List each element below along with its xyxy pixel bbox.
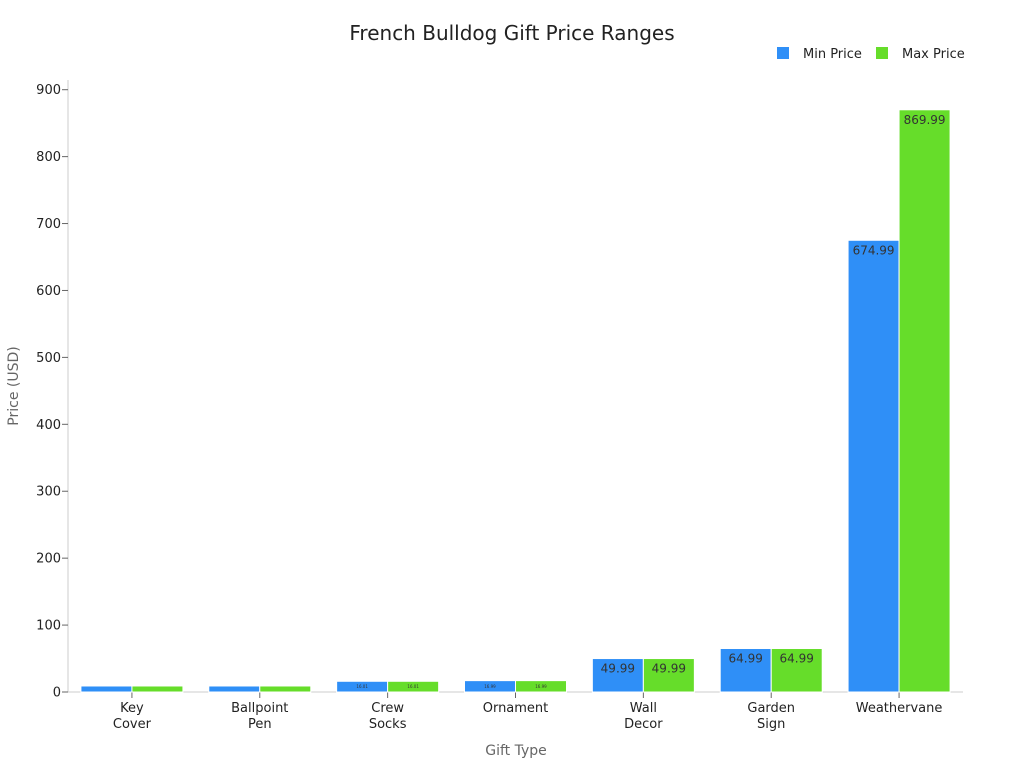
bar-value-label: 64.99 — [729, 652, 763, 666]
bar-max-price — [131, 685, 184, 693]
bar-max-price — [898, 109, 951, 693]
y-tick-label: 200 — [36, 552, 61, 567]
y-tick-label: 800 — [36, 150, 61, 165]
x-tick-label: Wall Decor — [624, 701, 663, 732]
bar-value-label: 49.99 — [652, 662, 686, 676]
legend-label: Max Price — [902, 47, 965, 62]
bar-value-label: 16.01 — [356, 684, 368, 689]
legend-swatch — [876, 47, 888, 59]
bar-max-price — [770, 648, 823, 693]
y-tick-label: 100 — [36, 619, 61, 634]
bar-min-price — [208, 685, 261, 693]
y-tick-label: 600 — [36, 284, 61, 299]
x-axis-title: Gift Type — [485, 743, 547, 759]
bar-value-label: 674.99 — [853, 243, 895, 257]
y-tick-label: 400 — [36, 418, 61, 433]
axes: 0 100 200 300 400 500 600 700 800 900 Key Cover Ball… — [36, 80, 963, 732]
bar-value-label: 16.99 — [535, 684, 547, 689]
legend-swatch — [777, 47, 789, 59]
bars: 16.01 16.01 16.99 16.99 49.99 49.99 64.99 64.99… — [80, 109, 951, 693]
bar-value-label: 16.99 — [484, 684, 496, 689]
bar-value-label: 16.01 — [407, 684, 419, 689]
y-tick-label: 900 — [36, 83, 61, 98]
y-tick-label: 700 — [36, 217, 61, 232]
x-tick-label: Ballpoint Pen — [231, 701, 288, 732]
bar-min-price — [80, 685, 133, 693]
chart-title: French Bulldog Gift Price Ranges — [349, 21, 674, 45]
y-tick-label: 500 — [36, 351, 61, 366]
x-tick-label: Key Cover — [113, 701, 152, 732]
bar-value-label: 49.99 — [601, 662, 635, 676]
x-tick-label: Crew Socks — [369, 701, 407, 732]
y-tick-label: 0 — [53, 686, 61, 701]
bar-min-price — [591, 658, 644, 693]
bar-max-price — [259, 685, 312, 693]
bar-value-label: 869.99 — [904, 113, 946, 127]
y-tick-label: 300 — [36, 485, 61, 500]
bar-value-label: 64.99 — [780, 652, 814, 666]
bar-max-price — [642, 658, 695, 693]
legend-label: Min Price — [803, 47, 862, 62]
x-tick-label: Garden Sign — [747, 701, 795, 732]
bar-max-price — [387, 680, 440, 693]
y-axis-title: Price (USD) — [6, 346, 22, 425]
x-tick-label: Ornament — [483, 701, 549, 716]
bar-max-price — [515, 680, 567, 693]
bar-min-price — [847, 239, 900, 693]
x-tick-label: Weathervane — [856, 701, 943, 716]
legend: Min Price Max Price — [777, 47, 965, 62]
